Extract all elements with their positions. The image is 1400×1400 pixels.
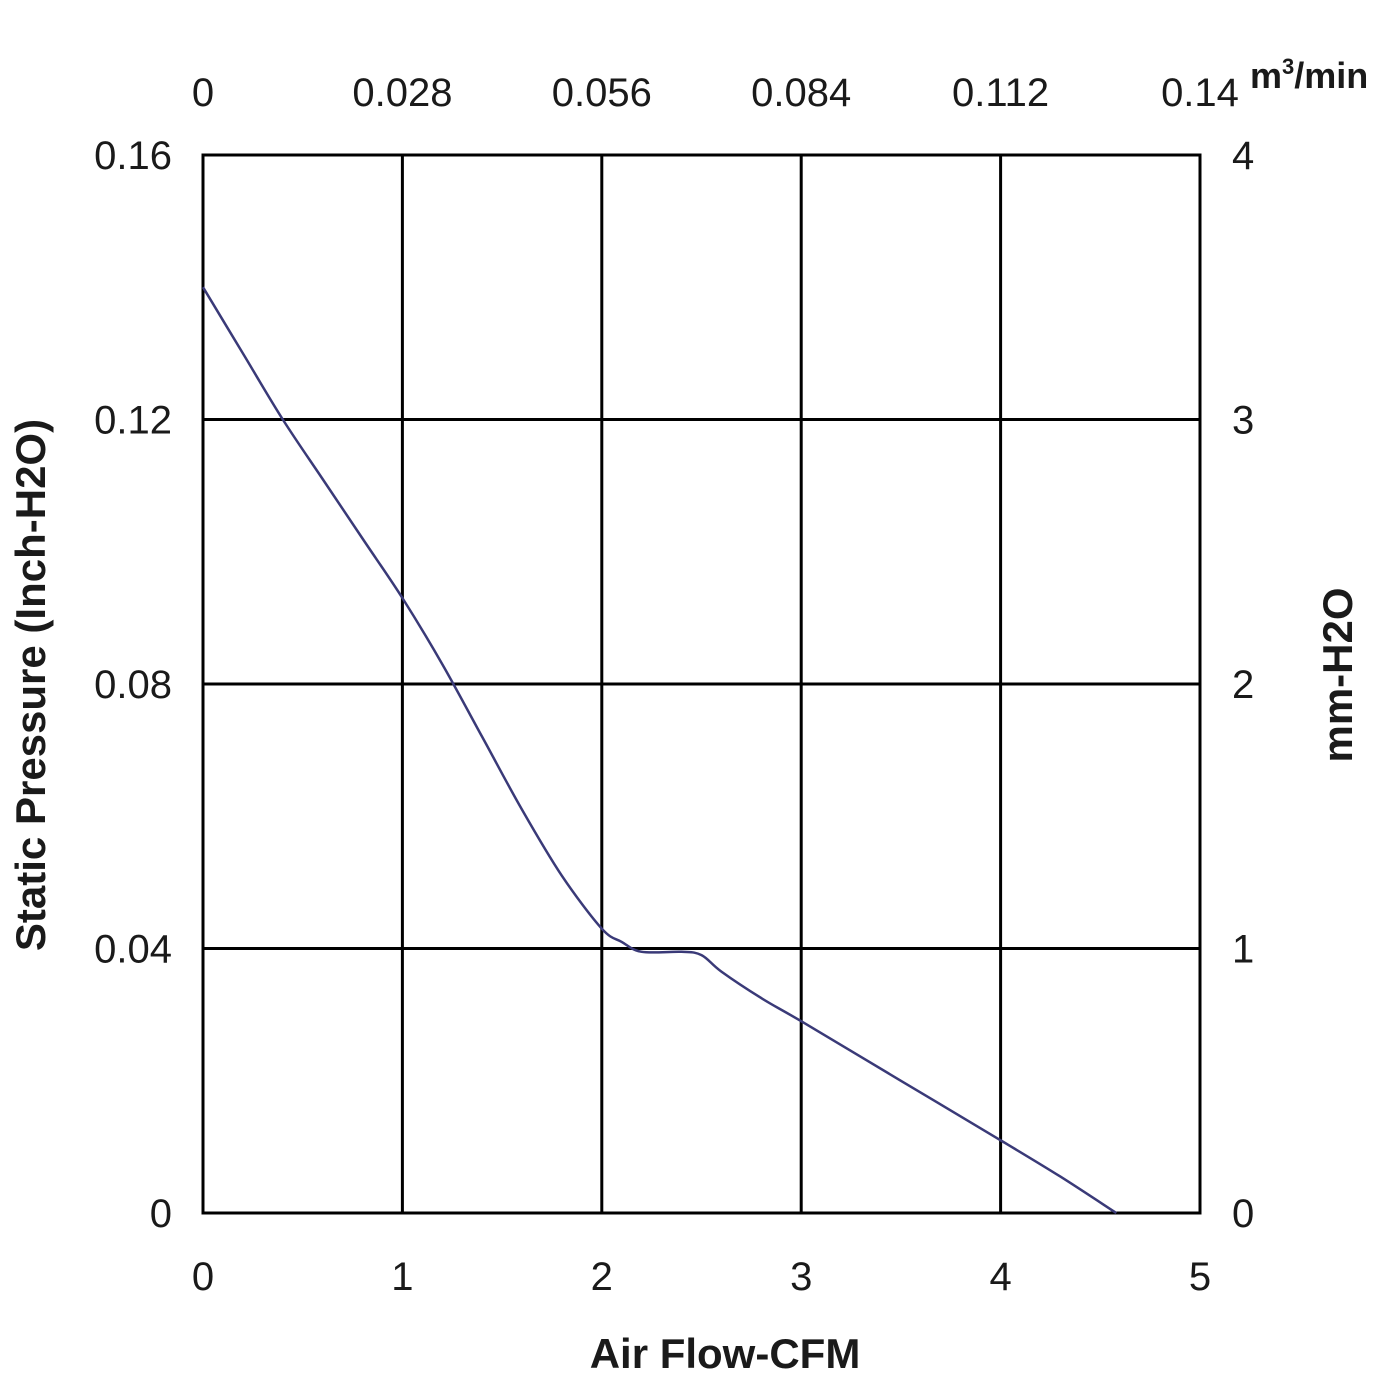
x-tick-label: 2 xyxy=(591,1255,613,1299)
x2-tick-label: 0.028 xyxy=(352,71,452,115)
grid-layer xyxy=(203,155,1200,1213)
x2-axis-title-base: m xyxy=(1250,55,1282,96)
y2-tick-label: 4 xyxy=(1232,134,1254,178)
y2-tick-label: 2 xyxy=(1232,663,1254,707)
plot-frame xyxy=(201,153,1202,1215)
y2-tick-label: 1 xyxy=(1232,928,1254,972)
y2-axis-title: mm-H2O xyxy=(1314,587,1361,762)
x2-axis-title-rest: /min xyxy=(1294,55,1368,96)
x-tick-label: 0 xyxy=(192,1255,214,1299)
y2-tick-label: 3 xyxy=(1232,399,1254,443)
x2-tick-label: 0.084 xyxy=(751,71,851,115)
x2-tick-labels: 0 0.028 0.056 0.084 0.112 0.14 xyxy=(192,71,1239,115)
x2-tick-label: 0.14 xyxy=(1161,71,1239,115)
x2-tick-label: 0.056 xyxy=(552,71,652,115)
x-axis-title: Air Flow-CFM xyxy=(590,1330,861,1377)
x-tick-label: 3 xyxy=(790,1255,812,1299)
series-line-pq-curve xyxy=(201,286,1117,1215)
y-tick-label: 0.08 xyxy=(94,663,172,707)
x-tick-labels: 0 1 2 3 4 5 xyxy=(192,1255,1211,1299)
x2-tick-label: 0.112 xyxy=(952,71,1049,115)
y-axis-title: Static Pressure (Inch-H2O) xyxy=(7,419,54,951)
y2-tick-label: 0 xyxy=(1232,1192,1254,1236)
y-tick-labels: 0 0.04 0.08 0.12 0.16 xyxy=(94,134,172,1236)
x-tick-label: 4 xyxy=(989,1255,1011,1299)
x2-axis-title: m3/min xyxy=(1250,54,1368,96)
x-tick-label: 1 xyxy=(391,1255,413,1299)
y-tick-label: 0.12 xyxy=(94,399,172,443)
y-tick-label: 0 xyxy=(150,1192,172,1236)
y-tick-label: 0.16 xyxy=(94,134,172,178)
y2-tick-labels: 0 1 2 3 4 xyxy=(1232,134,1254,1236)
x-tick-label: 5 xyxy=(1189,1255,1211,1299)
x2-tick-label: 0 xyxy=(192,71,214,115)
x2-axis-title-sup: 3 xyxy=(1282,54,1294,79)
y-tick-label: 0.04 xyxy=(94,928,172,972)
